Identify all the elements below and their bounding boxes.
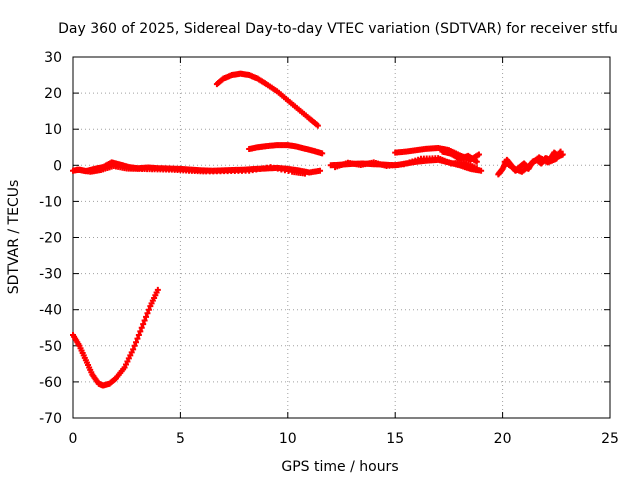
data-point-marker bbox=[475, 151, 482, 158]
y-tick-label: -70 bbox=[39, 411, 62, 427]
data-point-marker bbox=[473, 165, 480, 172]
data-point-marker bbox=[124, 358, 131, 365]
y-tick-label: -50 bbox=[39, 339, 62, 355]
data-point-marker bbox=[133, 339, 140, 346]
x-tick-label: 10 bbox=[279, 431, 297, 447]
data-point-marker bbox=[137, 328, 144, 335]
data-point-marker bbox=[314, 122, 321, 129]
data-point-marker bbox=[473, 158, 480, 165]
data-point-marker bbox=[478, 167, 485, 174]
data-point-marker bbox=[143, 313, 150, 320]
y-tick-label: 10 bbox=[44, 122, 62, 138]
y-tick-label: -40 bbox=[39, 303, 62, 319]
y-tick-label: -30 bbox=[39, 267, 62, 283]
data-point-marker bbox=[140, 321, 147, 328]
data-point-marker bbox=[131, 342, 138, 349]
series-tail2 bbox=[501, 148, 564, 175]
data-point-marker bbox=[144, 310, 151, 317]
y-tick-label: -20 bbox=[39, 231, 62, 247]
data-points bbox=[70, 70, 566, 389]
series-upper-c2 bbox=[439, 148, 480, 165]
data-point-marker bbox=[145, 306, 152, 313]
series-arc-mid bbox=[246, 142, 326, 157]
x-tick-label: 0 bbox=[69, 431, 78, 447]
y-tick-label: -60 bbox=[39, 375, 62, 391]
data-point-marker bbox=[141, 317, 148, 324]
data-point-marker bbox=[130, 346, 137, 353]
data-point-marker bbox=[317, 167, 324, 174]
data-point-marker bbox=[557, 148, 564, 155]
x-tick-label: 20 bbox=[494, 431, 512, 447]
series-arc-high bbox=[213, 70, 321, 129]
data-point-marker bbox=[128, 349, 135, 356]
grid-lines bbox=[73, 57, 610, 418]
data-point-marker bbox=[319, 150, 326, 157]
data-point-marker bbox=[122, 361, 129, 368]
y-tick-label: 30 bbox=[44, 50, 62, 66]
data-point-marker bbox=[121, 364, 128, 371]
data-point-marker bbox=[135, 331, 142, 338]
y-tick-label: -10 bbox=[39, 194, 62, 210]
x-tick-label: 15 bbox=[386, 431, 404, 447]
x-tick-label: 5 bbox=[176, 431, 185, 447]
x-tick-label: 25 bbox=[601, 431, 619, 447]
data-point-marker bbox=[138, 324, 145, 331]
data-point-marker bbox=[134, 335, 141, 342]
data-point-marker bbox=[125, 355, 132, 362]
y-tick-label: 0 bbox=[53, 158, 62, 174]
series-baseline-a2 bbox=[74, 163, 308, 177]
data-point-marker bbox=[127, 352, 134, 359]
series-dip bbox=[70, 286, 161, 389]
series-baseline-b2 bbox=[332, 155, 480, 172]
axis-ticks: 0 5 10 15 20 25 -70 -60 -50 -40 -30 -20 -10 0 10 20 30 bbox=[39, 50, 619, 447]
data-point-marker bbox=[154, 286, 161, 293]
chart-title: Day 360 of 2025, Sidereal Day-to-day VTE… bbox=[58, 21, 618, 37]
x-axis-label: GPS time / hours bbox=[281, 459, 398, 475]
data-point-marker bbox=[301, 170, 308, 177]
y-axis-label: SDTVAR / TECUs bbox=[6, 180, 22, 295]
y-tick-label: 20 bbox=[44, 86, 62, 102]
